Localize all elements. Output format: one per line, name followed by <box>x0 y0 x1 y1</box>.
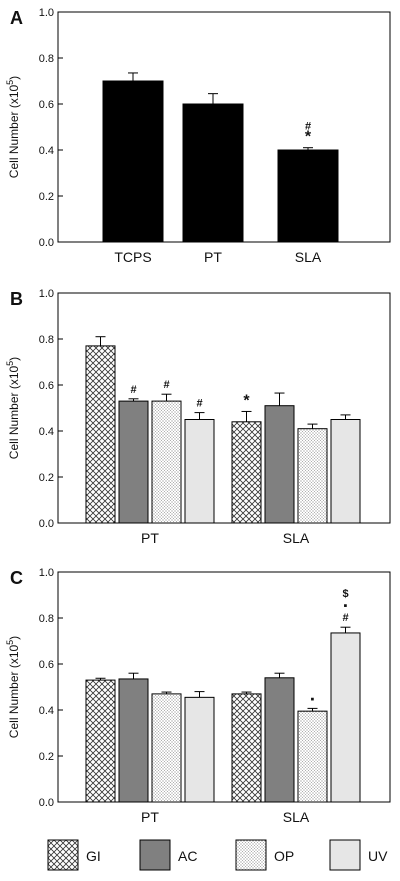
x-category-label: SLA <box>283 530 310 546</box>
legend-label-gi: GI <box>86 848 101 864</box>
panel-letter: B <box>10 289 23 309</box>
bar-pt-ac <box>118 400 149 524</box>
y-axis-label: Cell Number (x105) <box>5 636 21 738</box>
y-tick-label: 0.0 <box>39 237 54 249</box>
chart-panel-b: B Cell Number (x105) 0.0 0.2 0.4 0.6 0.8 1.0 # # #… <box>5 288 391 546</box>
y-tick-label: 0.0 <box>39 518 54 530</box>
bar-pt-op <box>151 693 182 803</box>
x-category-label: PT <box>204 249 222 265</box>
chart-panels: A Cell Number (x105) 0.0 0.2 0.4 0.6 0.8 1.0 TCP… <box>5 7 391 825</box>
panel-letter: A <box>10 8 23 28</box>
y-axis-label: Cell Number (x105) <box>5 357 21 459</box>
significance-mark: # <box>163 379 169 391</box>
x-category-label: PT <box>141 809 159 825</box>
significance-mark: ▪ <box>311 693 315 705</box>
bar-sla-solid <box>277 149 339 243</box>
legend-swatch-gi <box>47 839 79 871</box>
y-tick-label: 0.2 <box>39 472 54 484</box>
legend-label-ac: AC <box>178 848 197 864</box>
bar-sla-uv <box>330 632 361 803</box>
y-tick-label: 1.0 <box>39 7 54 19</box>
significance-mark: * <box>243 392 250 409</box>
bar-sla-gi <box>231 693 262 803</box>
y-tick-label: 0.4 <box>39 705 54 717</box>
bar-sla-gi <box>231 421 262 524</box>
bar-sla-op <box>297 710 328 803</box>
x-category-label: PT <box>141 530 159 546</box>
significance-mark: $ <box>342 588 348 600</box>
bar-sla-uv <box>330 419 361 524</box>
y-tick-label: 0.8 <box>39 53 54 65</box>
y-tick-label: 1.0 <box>39 288 54 300</box>
bar-pt-op <box>151 400 182 524</box>
y-tick-label: 0.4 <box>39 426 54 438</box>
y-tick-label: 0.2 <box>39 191 54 203</box>
y-tick-label: 0.8 <box>39 613 54 625</box>
bar-pt-ac <box>118 678 149 803</box>
significance-mark: # <box>342 612 348 624</box>
legend-label-uv: UV <box>368 848 388 864</box>
y-axis-label: Cell Number (x105) <box>5 76 21 178</box>
bar-sla-op <box>297 428 328 524</box>
y-tick-label: 0.8 <box>39 334 54 346</box>
y-tick-label: 0.4 <box>39 145 54 157</box>
legend-label-op: OP <box>274 848 294 864</box>
x-category-label: SLA <box>283 809 310 825</box>
bar-pt-gi <box>85 345 116 524</box>
legend-swatch-ac <box>139 839 171 871</box>
bar-pt-solid <box>182 103 244 243</box>
y-tick-label: 0.2 <box>39 751 54 763</box>
bar-pt-uv <box>184 696 215 803</box>
x-category-label: TCPS <box>114 249 151 265</box>
chart-legend: GI AC OP UV <box>47 839 388 871</box>
significance-mark: # <box>305 121 311 133</box>
significance-mark: # <box>196 398 202 410</box>
chart-panel-c: C Cell Number (x105) 0.0 0.2 0.4 0.6 0.8 1.0 PT ▪… <box>5 567 391 825</box>
bar-pt-uv <box>184 419 215 524</box>
chart-panel-a: A Cell Number (x105) 0.0 0.2 0.4 0.6 0.8 1.0 TCP… <box>5 7 391 265</box>
plot-frame <box>57 571 391 803</box>
y-tick-label: 0.0 <box>39 797 54 809</box>
bar-tcps-solid <box>102 80 164 243</box>
bar-pt-gi <box>85 679 116 803</box>
bar-sla-ac <box>264 677 295 803</box>
significance-mark: * <box>305 129 312 146</box>
significance-mark: ▪ <box>344 600 348 612</box>
y-tick-label: 0.6 <box>39 380 54 392</box>
significance-mark: # <box>130 384 136 396</box>
x-category-label: SLA <box>295 249 322 265</box>
bar-sla-ac <box>264 405 295 524</box>
y-tick-label: 0.6 <box>39 659 54 671</box>
legend-swatch-op <box>235 839 267 871</box>
panel-letter: C <box>10 568 23 588</box>
plot-frame <box>57 292 391 524</box>
y-tick-label: 1.0 <box>39 567 54 579</box>
y-tick-label: 0.6 <box>39 99 54 111</box>
legend-swatch-uv <box>329 839 361 871</box>
